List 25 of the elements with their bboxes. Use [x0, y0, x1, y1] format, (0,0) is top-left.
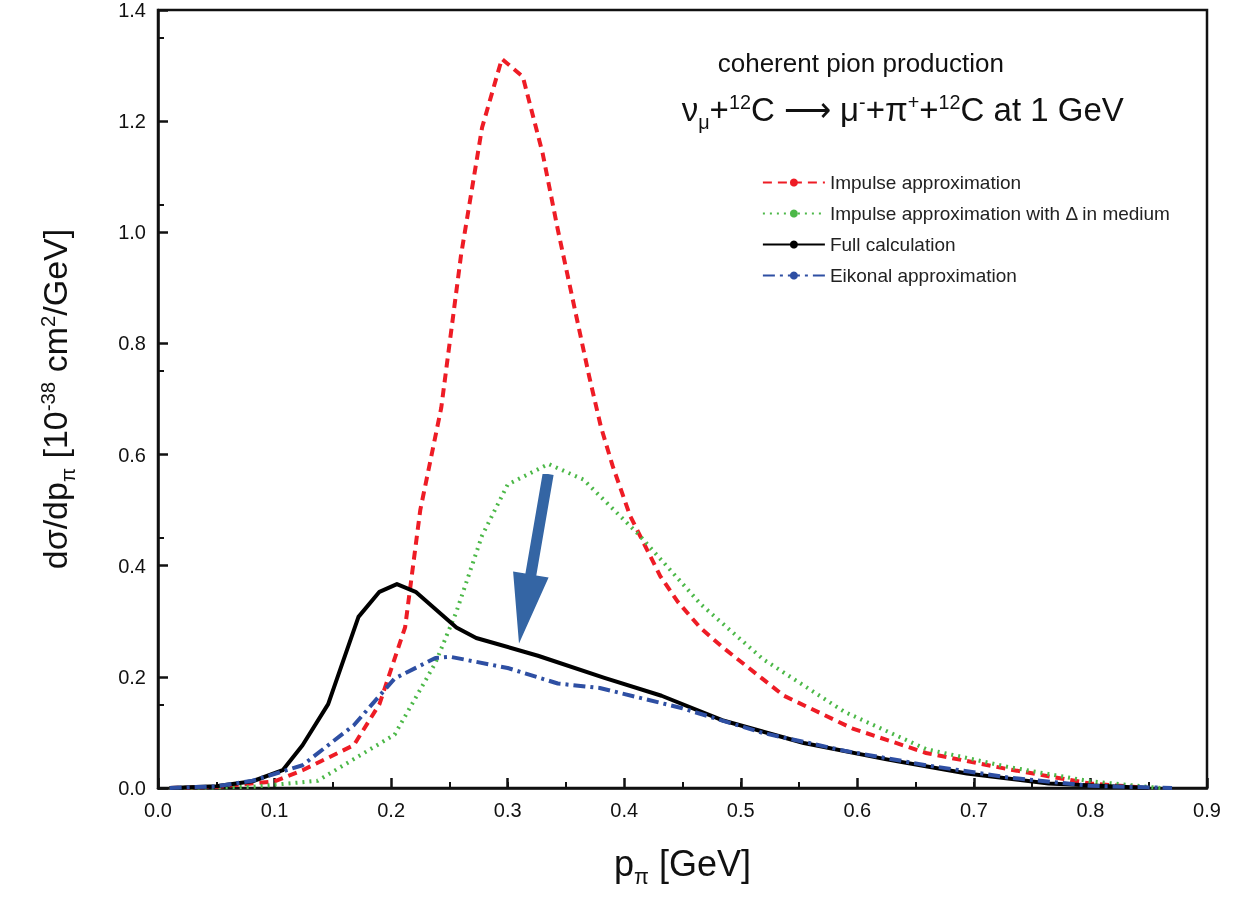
- legend-label: Impulse approximation: [829, 172, 1022, 193]
- annotation: coherent pion production: [717, 48, 1004, 78]
- x-tick-label: 0.1: [260, 799, 289, 821]
- text: ν$_{μ}$+$^{12}$C ⟶ μ$^{-}$+π$^{+}$+$^{12}$C at 1 GeV: [681, 90, 1124, 133]
- x-tick-label: 0.8: [1076, 799, 1105, 821]
- x-tick-label: 0.6: [843, 799, 872, 821]
- x-tick-label: 0.9: [1193, 799, 1221, 821]
- legend-label: Impulse approximation with Δ in medium: [829, 203, 1170, 224]
- x-tick-label: 0.3: [493, 799, 522, 821]
- x-tick-label: 0.7: [959, 799, 988, 821]
- legend-label: Full calculation: [829, 234, 956, 255]
- x-tick-label: 0.0: [144, 799, 172, 821]
- y-tick-label: 1.4: [118, 0, 146, 21]
- x-tick-label: 0.2: [377, 799, 406, 821]
- y-tick-label: 0.0: [118, 777, 146, 799]
- x-tick-label: 0.4: [610, 799, 639, 821]
- y-tick-label: 0.8: [118, 332, 146, 355]
- y-tick-label: 0.6: [118, 443, 146, 466]
- y-tick-label: 1.2: [118, 110, 146, 133]
- y-tick-label: 0.2: [118, 665, 146, 688]
- legend-label: Eikonal approximation: [829, 265, 1017, 286]
- y-tick-label: 0.4: [118, 554, 146, 577]
- x-axis-title: p$_{π}$ [GeV]: [614, 843, 751, 890]
- y-tick-label: 1.0: [118, 221, 146, 244]
- x-tick-label: 0.5: [726, 799, 755, 821]
